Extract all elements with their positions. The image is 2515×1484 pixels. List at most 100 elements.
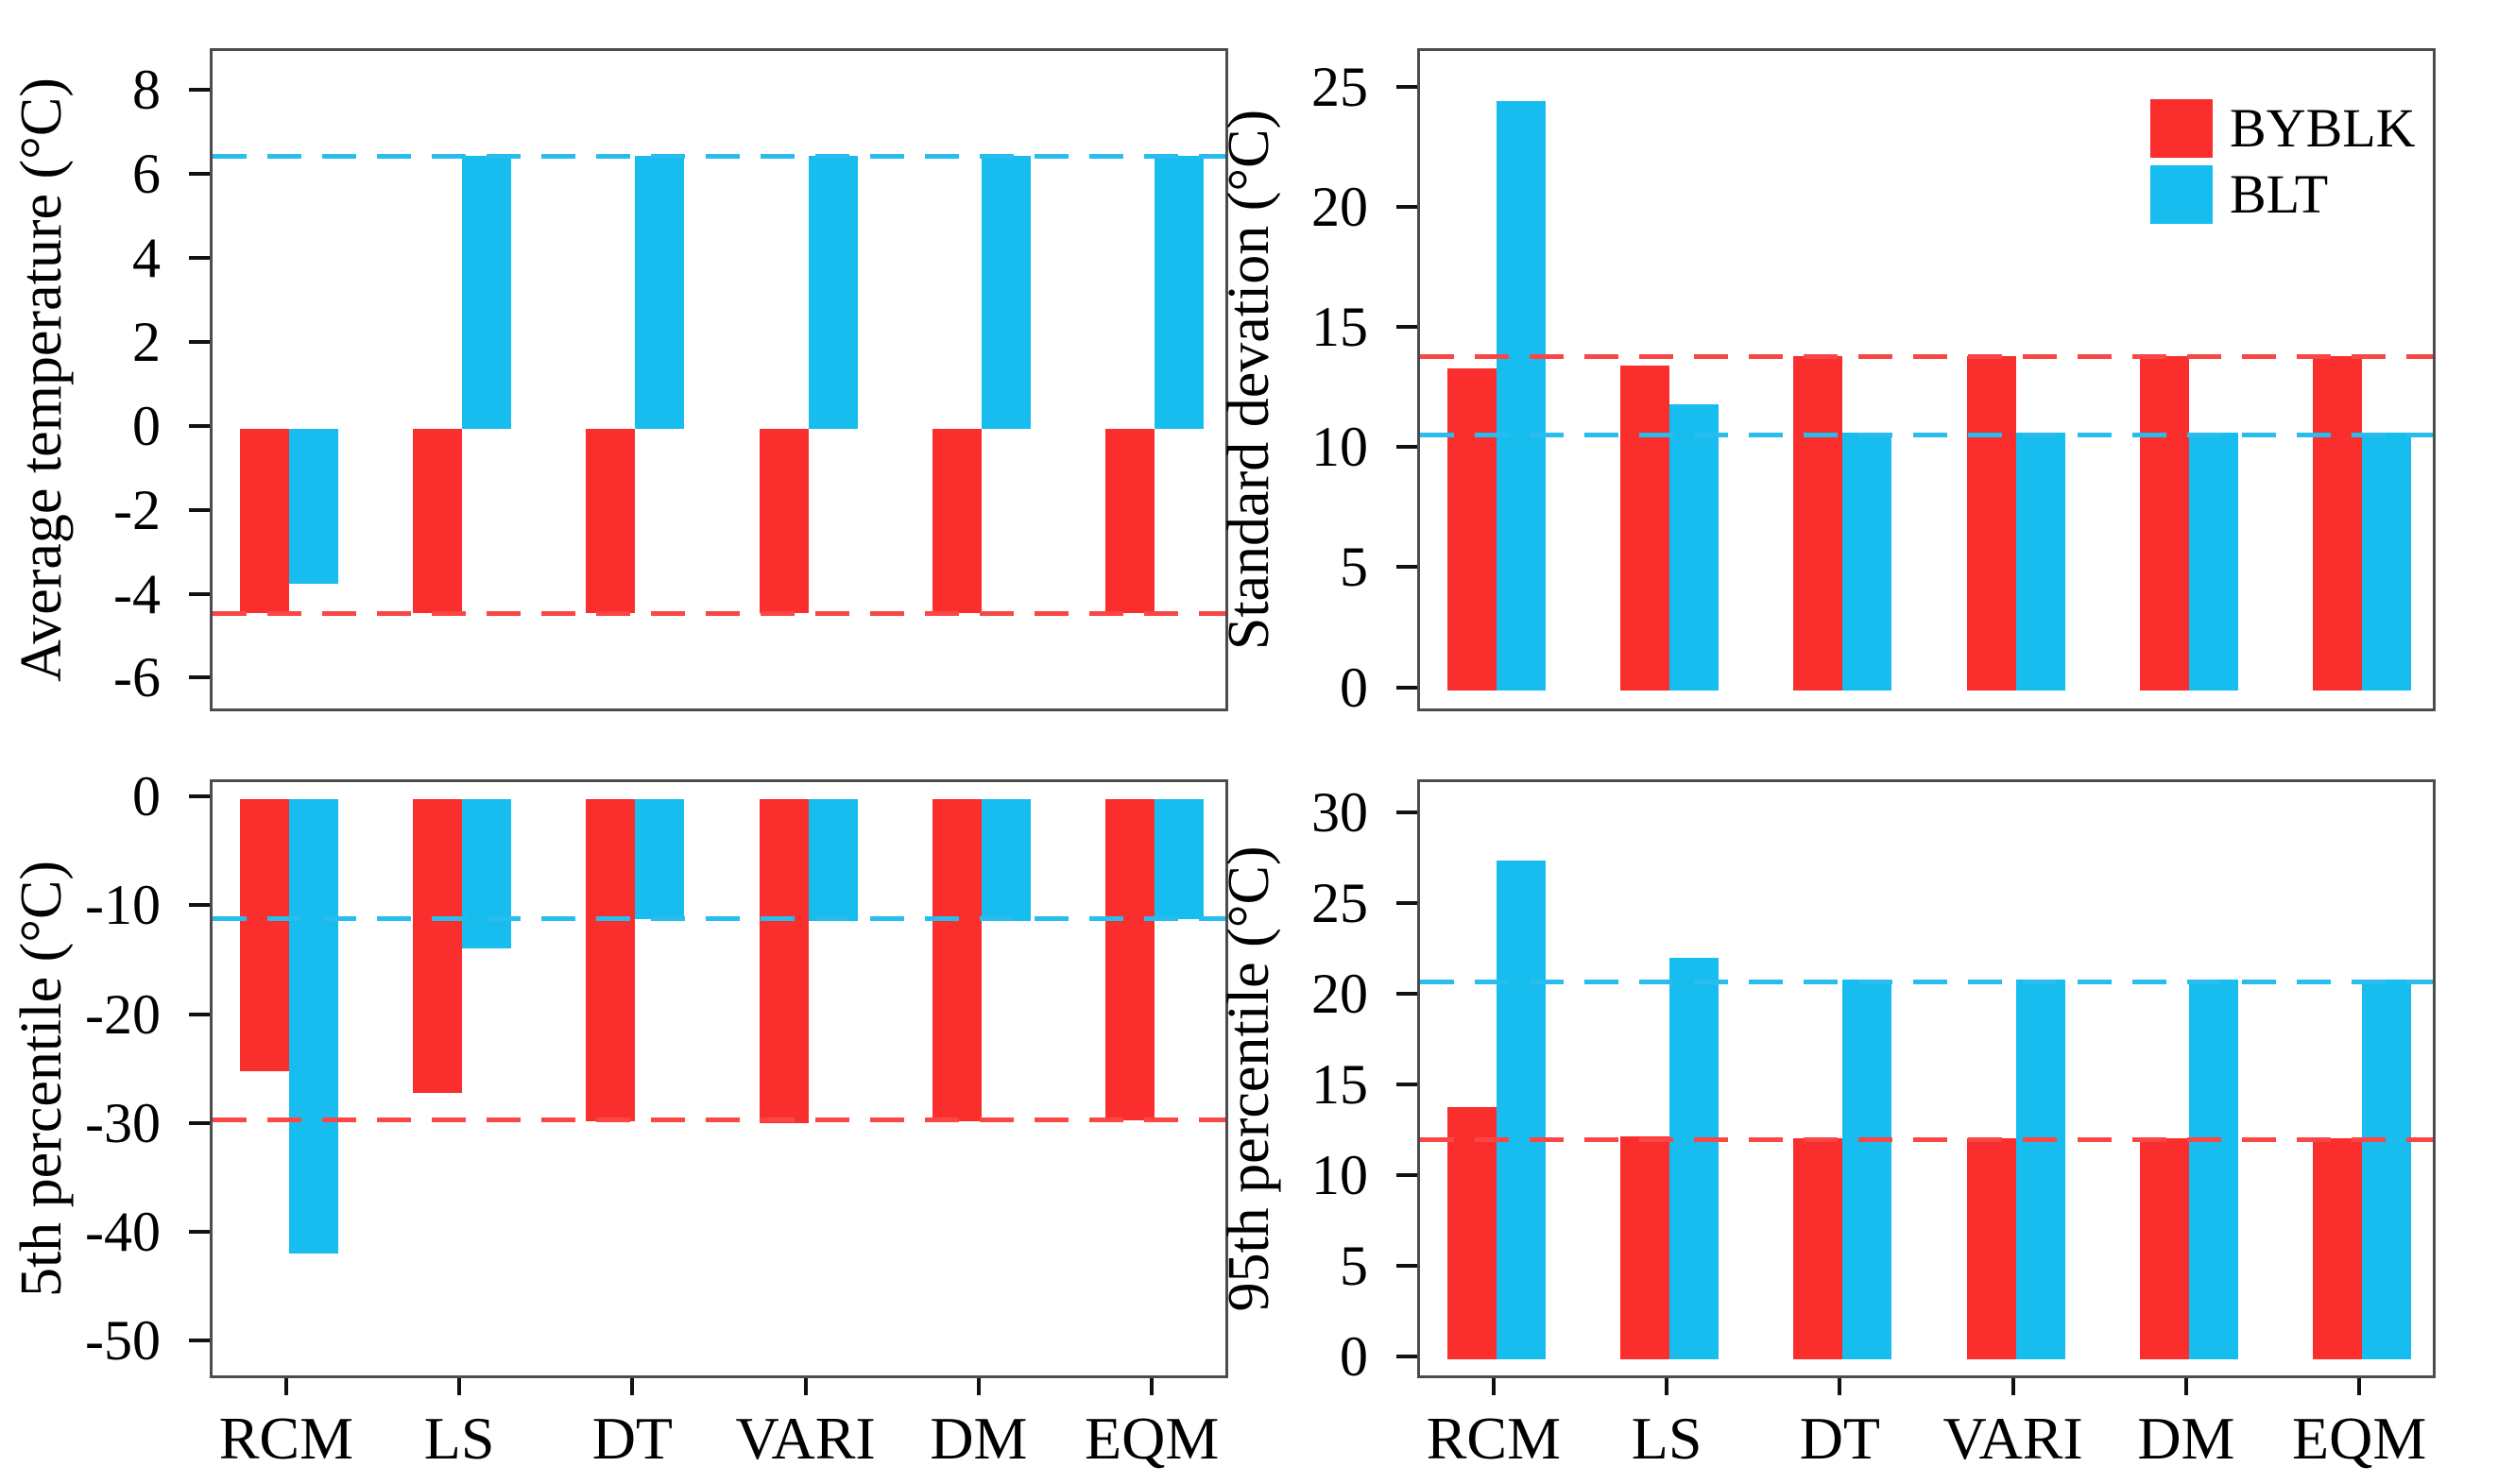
legend-entry-blt: BLT [2150,165,2416,224]
y-tick [189,172,210,177]
x-axis-label-dm: DM [2137,1405,2235,1472]
y-tick [189,1229,210,1234]
legend-entry-byblk: BYBLK [2150,99,2416,158]
bar-byblk-eqm [2313,1137,2363,1359]
y-tick [189,423,210,428]
bar-byblk-eqm [2313,356,2363,691]
plot-box [1417,779,2436,1378]
y-tick-label: -4 [113,562,161,625]
y-tick-label: 20 [1311,962,1368,1025]
y-tick [1396,900,1417,905]
x-tick [283,1378,288,1395]
y-tick-label: -10 [85,874,161,937]
y-tick-label: 0 [1340,656,1368,719]
bar-byblk-dt [586,428,636,614]
y-tick [1396,810,1417,814]
x-tick [1838,1378,1842,1395]
bar-byblk-dt [586,799,636,1121]
bar-blt-rcm [288,428,338,585]
y-tick [1396,1354,1417,1358]
y-tick-label: -40 [85,1200,161,1263]
y-tick [189,507,210,512]
y-tick-label: 0 [132,765,161,828]
y-tick-label: 5 [1340,536,1368,599]
y-tick-label: 4 [132,227,161,290]
bar-byblk-eqm [1105,799,1155,1120]
bar-blt-vari [808,156,858,429]
y-tick [189,1338,210,1342]
y-tick [189,88,210,93]
x-tick [2010,1378,2015,1395]
y-tick-label: 10 [1311,1143,1368,1206]
bar-byblk-rcm [239,799,289,1072]
y-tick-label: 6 [132,143,161,206]
legend-label-blt: BLT [2230,163,2329,225]
panel-95th-percentile: 95th percentile (°C) 30 25 20 15 10 5 0 RCM LS DT V… [1217,779,2436,1469]
bar-blt-ls [462,156,512,429]
y-tick [1396,1172,1417,1177]
bar-byblk-dt [1793,356,1843,691]
y-tick [189,591,210,596]
bar-blt-rcm [1496,860,1546,1359]
y-tick-label: 2 [132,311,161,373]
panel-standard-deviation: BYBLK BLT Standard devation (°C) 25 20 15 10… [1217,48,2436,716]
bar-blt-dt [1842,980,1892,1359]
bar-blt-ls [1669,958,1719,1359]
bar-byblk-vari [759,799,809,1124]
bar-blt-dm [2188,980,2238,1359]
bar-blt-dm [981,799,1031,922]
ref-line-blt [213,153,1225,159]
bar-blt-rcm [288,799,338,1254]
legend-swatch-blt-icon [2150,165,2213,224]
legend: BYBLK BLT [2150,99,2416,231]
bar-blt-vari [2015,433,2065,691]
y-tick [1396,325,1417,330]
bar-byblk-rcm [1446,1106,1497,1359]
y-tick [1396,685,1417,690]
x-tick [1665,1378,1669,1395]
bar-blt-vari [808,799,858,922]
y-tick-label: -50 [85,1308,161,1372]
ref-line-blt [1420,433,2433,438]
bar-blt-eqm [2362,433,2412,691]
x-axis-label-dt: DT [591,1405,674,1472]
bar-byblk-dm [932,428,982,614]
y-tick-label: 10 [1311,416,1368,479]
legend-swatch-byblk-icon [2150,99,2213,158]
x-axis-label-eqm: EQM [1085,1405,1220,1472]
x-tick [2357,1378,2362,1395]
y-tick [189,903,210,908]
y-tick-label: -2 [113,478,161,541]
bar-blt-dt [635,156,685,429]
y-tick [1396,84,1417,89]
ref-line-blt [213,916,1225,922]
bar-blt-dt [635,799,685,919]
bar-byblk-ls [1620,1135,1670,1359]
y-tick [1396,565,1417,570]
y-tick-label: -20 [85,982,161,1046]
ref-line-byblk [213,1117,1225,1123]
plot-box [1417,48,2436,711]
y-tick-label: 20 [1311,175,1368,238]
y-tick-label: 0 [132,394,161,457]
x-tick [630,1378,635,1395]
bar-byblk-ls [413,428,463,614]
x-axis-label-ls: LS [423,1405,495,1472]
ref-line-byblk [1420,353,2433,359]
x-tick [1150,1378,1155,1395]
y-tick-label: 25 [1311,871,1368,934]
y-tick-label: 15 [1311,296,1368,359]
plot-box [210,779,1228,1378]
bar-blt-dm [2188,433,2238,691]
bar-blt-eqm [1155,156,1205,429]
bar-blt-ls [462,799,512,949]
y-tick [1396,204,1417,209]
bar-byblk-vari [759,428,809,614]
x-axis-label-rcm: RCM [218,1405,353,1472]
panel-average-temperature: Average temperature (°C) 8 6 4 2 0 -2 -4 -6 [9,48,1228,711]
y-tick [189,1120,210,1125]
ref-line-blt [1420,979,2433,984]
y-tick-label: 30 [1311,780,1368,844]
y-tick [189,256,210,261]
